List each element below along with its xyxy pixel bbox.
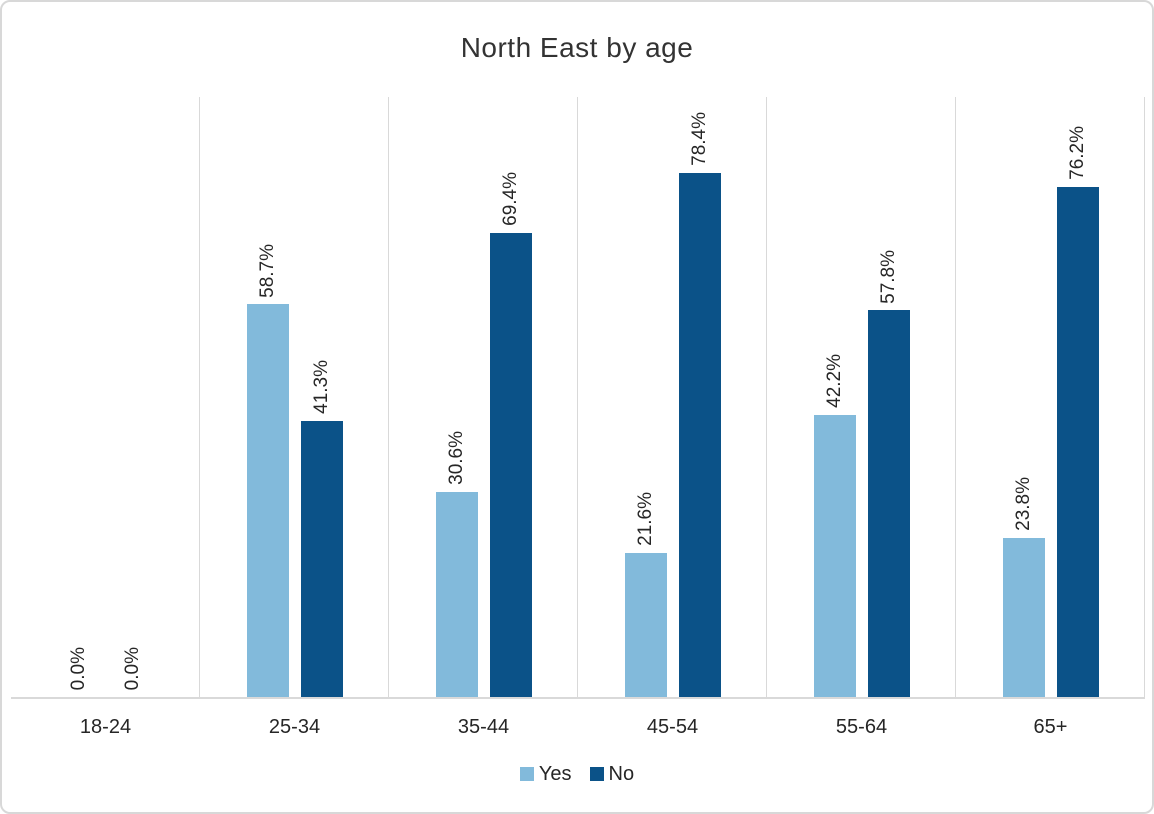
x-axis-label-45-54: 45-54 <box>646 716 699 738</box>
x-axis-label-18-24: 18-24 <box>79 716 132 738</box>
legend-swatch-no <box>589 767 604 781</box>
legend-swatch-yes <box>519 767 534 781</box>
bar-yes-65+ <box>1002 537 1045 697</box>
category-gridline <box>955 97 956 699</box>
value-label-yes-65+: 23.8% <box>1012 476 1034 531</box>
legend-item-yes: Yes <box>519 762 572 786</box>
bar-no-55-64 <box>867 310 910 697</box>
bar-no-35-44 <box>489 232 532 697</box>
value-label-no-45-54: 78.4% <box>688 111 710 166</box>
value-label-no-55-64: 57.8% <box>877 249 899 304</box>
x-axis-label-55-64: 55-64 <box>835 716 888 738</box>
plot-area: 0.0% 58.7% 30.6% 21.6% 42.2% 23.8% 0.0% 41.3% 69… <box>11 97 1145 699</box>
bar-no-45-54 <box>678 172 721 697</box>
bar-no-25-34 <box>300 420 343 697</box>
x-axis-label-35-44: 35-44 <box>457 716 510 738</box>
legend: Yes No <box>2 760 1152 788</box>
value-label-yes-55-64: 42.2% <box>823 353 845 408</box>
legend-label-no: No <box>608 762 635 785</box>
value-label-no-18-24: 0.0% <box>121 646 143 690</box>
category-gridline <box>1144 97 1145 699</box>
value-label-yes-45-54: 21.6% <box>634 491 656 546</box>
legend-label-yes: Yes <box>538 762 572 785</box>
legend-item-no: No <box>589 762 635 786</box>
value-label-no-65+: 76.2% <box>1066 126 1088 181</box>
category-gridline <box>766 97 767 699</box>
value-label-no-35-44: 69.4% <box>499 171 521 226</box>
category-gridline <box>388 97 389 699</box>
bar-yes-35-44 <box>435 492 478 697</box>
category-gridline <box>577 97 578 699</box>
value-label-yes-35-44: 30.6% <box>445 431 467 486</box>
bar-yes-25-34 <box>246 304 289 697</box>
value-label-yes-25-34: 58.7% <box>256 243 278 298</box>
category-gridline <box>199 97 200 699</box>
x-axis-labels: 18-24 25-34 35-44 45-54 55-64 65+ <box>11 714 1145 742</box>
value-label-no-25-34: 41.3% <box>310 359 332 414</box>
x-axis-line <box>11 697 1145 699</box>
chart-title: North East by age <box>460 32 694 63</box>
bar-no-65+ <box>1056 187 1099 697</box>
bar-yes-55-64 <box>813 414 856 697</box>
x-axis-label-25-34: 25-34 <box>268 716 321 738</box>
x-axis-label-65+: 65+ <box>1033 716 1068 738</box>
value-label-yes-18-24: 0.0% <box>67 646 89 690</box>
bar-yes-45-54 <box>624 552 667 697</box>
